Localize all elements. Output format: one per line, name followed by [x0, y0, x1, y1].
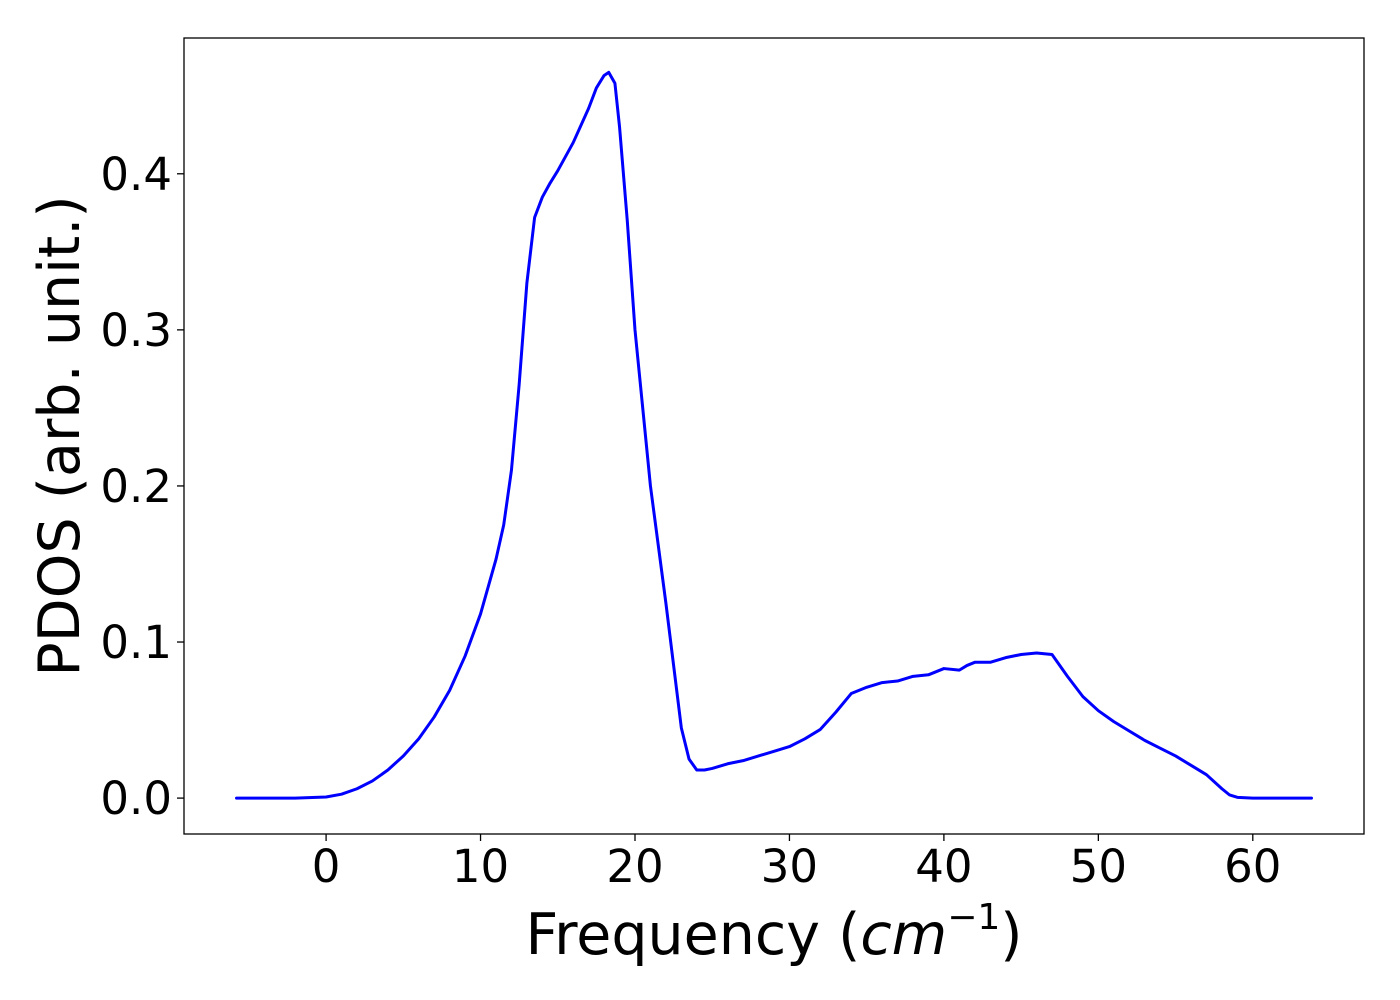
axes-frame: [183, 37, 1365, 835]
x-tick-label: 0: [312, 840, 341, 893]
x-axis-unit-exponent: −1: [947, 897, 1000, 938]
y-tick-label: 0.3: [100, 304, 172, 357]
x-tick-label: 50: [1070, 840, 1127, 893]
y-tick-label: 0.1: [100, 616, 172, 669]
x-tick-label: 10: [452, 840, 509, 893]
x-tick-label: 40: [915, 840, 972, 893]
x-axis-label-text: Frequency: [525, 902, 819, 968]
y-tick-label: 0.4: [100, 148, 172, 201]
y-axis-ticks: 0.0 0.1 0.2 0.3 0.4: [100, 148, 184, 825]
x-axis-label: Frequency (cm−1): [525, 897, 1022, 968]
y-axis-label: PDOS (arb. unit.): [27, 195, 93, 676]
x-axis-ticks: 0 10 20 30 40 50 60: [312, 834, 1281, 893]
x-tick-label: 20: [606, 840, 663, 893]
x-axis-unit: cm: [860, 902, 947, 968]
y-tick-label: 0.0: [100, 772, 172, 825]
pdos-series-line: [235, 70, 1313, 800]
x-tick-label: 60: [1224, 840, 1281, 893]
plot-area: [183, 37, 1365, 835]
x-tick-label: 30: [761, 840, 818, 893]
y-tick-label: 0.2: [100, 460, 172, 513]
